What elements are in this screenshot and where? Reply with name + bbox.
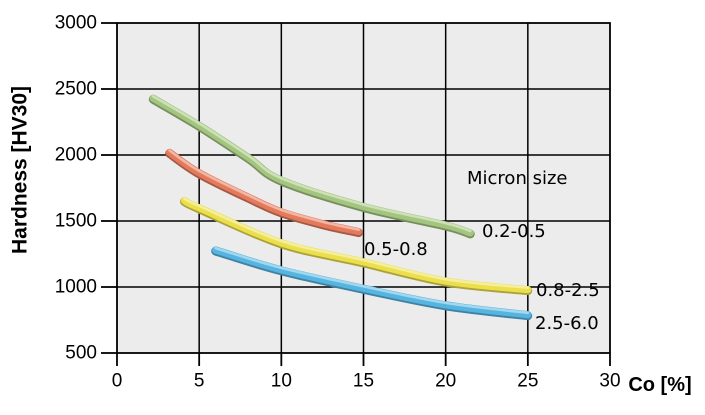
x-tick-label: 15 bbox=[352, 370, 375, 392]
y-tick-label: 1000 bbox=[54, 276, 97, 298]
x-tick-label: 10 bbox=[270, 370, 292, 392]
x-tick-label: 25 bbox=[517, 370, 539, 392]
y-axis-title: Hardness [HV30] bbox=[8, 85, 32, 255]
series-curve-2.5-6.0 bbox=[211, 246, 533, 321]
y-tick-label: 2500 bbox=[54, 78, 97, 100]
series-label: 0.8-2.5 bbox=[536, 280, 600, 301]
x-tick-label: 20 bbox=[435, 370, 457, 392]
y-tick-label: 3000 bbox=[54, 12, 97, 34]
y-tick-label: 1500 bbox=[54, 210, 97, 232]
y-tick-label: 2000 bbox=[54, 144, 97, 166]
x-tick-label: 5 bbox=[193, 370, 205, 392]
series-curve-0.2-0.5 bbox=[148, 94, 475, 239]
x-tick-label: 30 bbox=[599, 370, 621, 392]
series-label: 2.5-6.0 bbox=[535, 313, 599, 334]
legend-title: Micron size bbox=[467, 168, 568, 189]
x-tick-label: 0 bbox=[111, 370, 123, 392]
series-curve-0.8-2.5 bbox=[180, 196, 533, 296]
series-label: 0.2-0.5 bbox=[482, 221, 546, 242]
x-axis-title: Co [%] bbox=[628, 374, 692, 396]
y-tick-label: 500 bbox=[65, 342, 97, 364]
series-label: 0.5-0.8 bbox=[364, 239, 428, 260]
series-curve-0.5-0.8 bbox=[165, 148, 363, 238]
